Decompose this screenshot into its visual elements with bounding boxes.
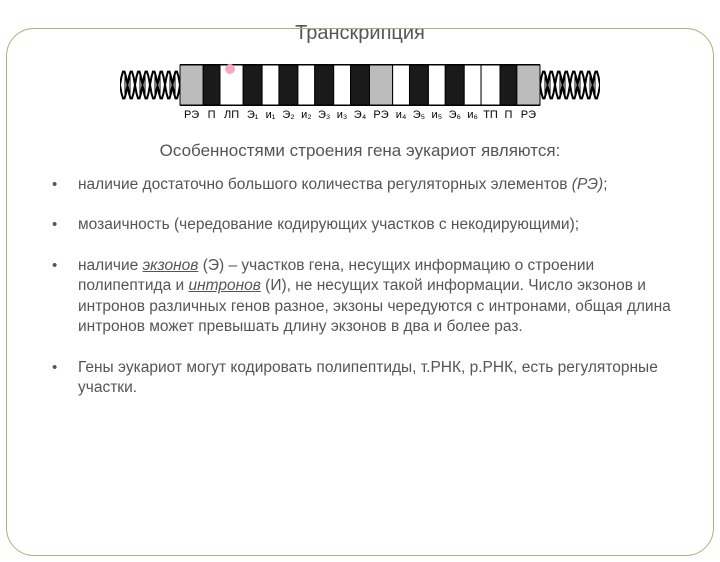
bullet-text: ; — [603, 176, 607, 193]
bullet-text: наличие достаточно большого количества р… — [78, 176, 572, 193]
bullet-text: наличие — [78, 257, 143, 274]
bullet-text: мозаичность (чередование кодирующих учас… — [78, 216, 579, 233]
bullet-item: Гены эукариот могут кодировать полипепти… — [52, 358, 674, 399]
bullet-emphasis: (РЭ) — [572, 176, 603, 193]
bullet-underline: экзонов — [143, 257, 199, 274]
bullet-item: наличие достаточно большого количества р… — [52, 175, 674, 195]
bullet-underline: интронов — [188, 277, 260, 294]
bullet-text: Гены эукариот могут кодировать полипепти… — [78, 359, 658, 396]
bullet-item: мозаичность (чередование кодирующих учас… — [52, 215, 674, 235]
bullet-item: наличие экзонов (Э) – участков гена, нес… — [52, 256, 674, 338]
